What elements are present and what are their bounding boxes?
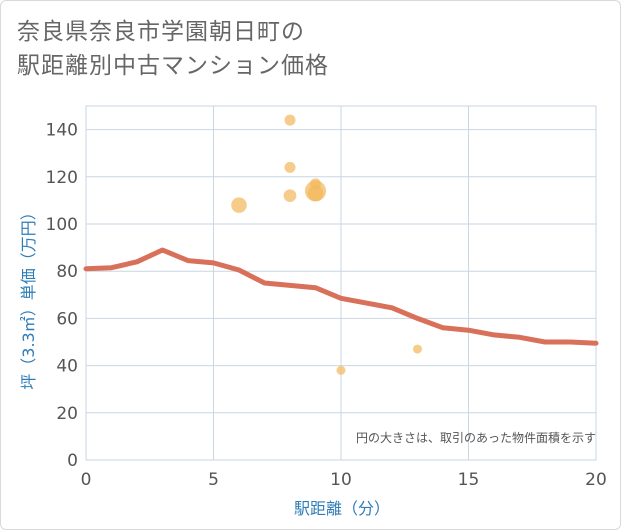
y-tick-label: 100 (46, 215, 78, 235)
axis-ticks: 0 20 40 60 80 100 120 140 0 5 10 15 20 (46, 121, 607, 490)
bubble-point (413, 344, 422, 354)
title-line-2: 駅距離別中古マンション価格 (17, 53, 329, 79)
x-tick-label: 10 (330, 470, 352, 490)
x-tick-label: 20 (585, 470, 607, 490)
bubble-point (283, 189, 297, 203)
bubble-size-note: 円の大きさは、取引のあった物件面積を示す (356, 430, 596, 445)
y-axis-label: 坪（3.3㎡）単価（万円） (19, 204, 38, 389)
y-tick-label: 40 (56, 357, 78, 377)
trend-line (83, 247, 599, 346)
grid-lines (85, 105, 597, 461)
y-tick-label: 0 (67, 451, 78, 471)
bubble-point (231, 197, 247, 213)
y-tick-label: 140 (46, 121, 78, 141)
bubble-point (309, 178, 322, 190)
x-tick-label: 0 (81, 470, 92, 490)
title-line-1: 奈良県奈良市学園朝日町の (17, 19, 305, 45)
bubble-point (336, 365, 346, 375)
bubble-point (284, 161, 296, 173)
chart-title: 奈良県奈良市学園朝日町の 駅距離別中古マンション価格 (17, 15, 329, 83)
x-tick-label: 15 (458, 470, 480, 490)
bubble-series (231, 114, 422, 375)
bubble-point (307, 185, 324, 202)
y-tick-label: 80 (56, 262, 78, 282)
y-tick-label: 20 (56, 404, 78, 424)
x-tick-label: 5 (208, 470, 219, 490)
x-axis-label: 駅距離（分） (294, 499, 390, 518)
y-tick-label: 120 (46, 168, 78, 188)
bubble-point (284, 114, 296, 126)
trend-series (83, 247, 599, 346)
y-tick-label: 60 (56, 309, 78, 329)
